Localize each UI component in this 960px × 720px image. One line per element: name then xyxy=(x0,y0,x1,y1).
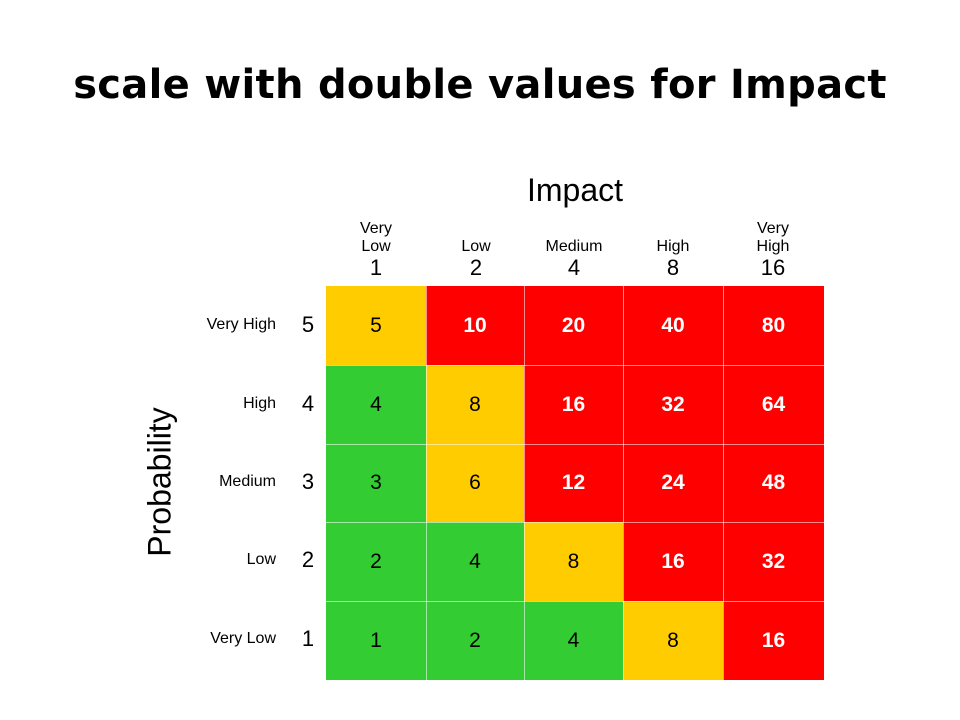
grid-line xyxy=(326,522,824,523)
matrix-cell: 80 xyxy=(723,286,824,365)
matrix-cell: 10 xyxy=(426,286,524,365)
row-header-label: Very Low xyxy=(210,630,276,647)
matrix-cell: 48 xyxy=(723,444,824,522)
row-header-label: Very High xyxy=(206,316,276,333)
matrix-cell: 32 xyxy=(623,365,723,444)
grid-line xyxy=(326,365,824,366)
column-header-value: 8 xyxy=(666,255,680,280)
column-header-value: 1 xyxy=(369,255,383,280)
matrix-cell: 8 xyxy=(623,601,723,680)
matrix-cell: 2 xyxy=(426,601,524,680)
row-header-value: 4 xyxy=(301,391,315,416)
matrix-cell: 6 xyxy=(426,444,524,522)
matrix-cell: 4 xyxy=(524,601,623,680)
matrix-cell: 24 xyxy=(623,444,723,522)
row-header-label: High xyxy=(243,395,276,412)
impact-axis-title: Impact xyxy=(526,172,624,208)
matrix-cell: 2 xyxy=(326,522,426,601)
matrix-cell: 64 xyxy=(723,365,824,444)
risk-matrix-grid: 5 10 20 40 80 4 8 16 32 64 3 6 12 24 48 2 4 8 16 32 1 2 4 8 16 xyxy=(326,286,824,680)
matrix-cell: 1 xyxy=(326,601,426,680)
grid-line xyxy=(723,286,724,680)
row-header-label: Medium xyxy=(219,473,276,490)
slide-title: scale with double values for Impact xyxy=(73,62,887,108)
column-header-label: High xyxy=(656,238,690,255)
matrix-cell: 3 xyxy=(326,444,426,522)
column-header-3: Medium 4 xyxy=(524,212,624,280)
row-header-value: 2 xyxy=(301,547,315,572)
column-header-4: High 8 xyxy=(623,212,723,280)
matrix-cell: 8 xyxy=(524,522,623,601)
matrix-cell: 8 xyxy=(426,365,524,444)
column-header-label: Low xyxy=(461,238,491,255)
row-header-value: 5 xyxy=(301,312,315,337)
matrix-cell: 16 xyxy=(524,365,623,444)
matrix-cell: 16 xyxy=(623,522,723,601)
column-header-2: Low 2 xyxy=(426,212,526,280)
matrix-cell: 40 xyxy=(623,286,723,365)
column-header-label: Very High xyxy=(756,220,790,255)
column-header-1: Very Low 1 xyxy=(326,212,426,280)
matrix-cell: 12 xyxy=(524,444,623,522)
column-header-value: 4 xyxy=(567,255,581,280)
matrix-cell: 4 xyxy=(426,522,524,601)
row-header-label: Low xyxy=(246,551,276,568)
matrix-cell: 16 xyxy=(723,601,824,680)
column-header-label: Very Low xyxy=(359,220,392,255)
row-header-value: 3 xyxy=(301,469,315,494)
matrix-cell: 4 xyxy=(326,365,426,444)
row-header-value: 1 xyxy=(301,626,315,651)
matrix-cell: 20 xyxy=(524,286,623,365)
grid-line xyxy=(326,444,824,445)
matrix-cell: 32 xyxy=(723,522,824,601)
matrix-cell: 5 xyxy=(326,286,426,365)
grid-line xyxy=(524,286,525,680)
grid-line xyxy=(426,286,427,680)
column-header-value: 16 xyxy=(760,255,786,280)
column-header-5: Very High 16 xyxy=(723,212,823,280)
grid-line xyxy=(326,601,824,602)
column-header-label: Medium xyxy=(545,238,603,255)
grid-line xyxy=(623,286,624,680)
column-header-value: 2 xyxy=(469,255,483,280)
